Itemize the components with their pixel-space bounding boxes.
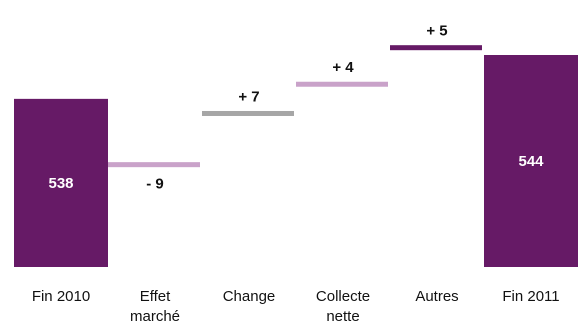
delta-change: [202, 110, 294, 116]
bar-fin-2010: [14, 98, 108, 268]
value-label-autres: + 5: [426, 23, 447, 40]
value-label-change: + 7: [238, 88, 259, 105]
value-label-fin-2011: 544: [518, 153, 544, 170]
category-label-fin-2010: Fin 2010: [32, 288, 90, 305]
delta-collecte-nette: [296, 81, 388, 87]
delta-autres: [390, 45, 482, 51]
category-label-autres: Autres: [415, 288, 458, 305]
bar-fin-2011: [484, 55, 578, 267]
category-label-collecte-nette: Collecte nette: [316, 288, 370, 325]
value-label-collecte-nette: + 4: [332, 59, 354, 76]
delta-effet-march: [108, 162, 200, 168]
value-label-fin-2010: 538: [48, 175, 73, 192]
category-label-effet-march: Effet marché: [130, 288, 180, 325]
category-label-change: Change: [223, 288, 276, 305]
value-label-effet-march: - 9: [146, 176, 164, 193]
category-label-fin-2011: Fin 2011: [502, 288, 559, 305]
